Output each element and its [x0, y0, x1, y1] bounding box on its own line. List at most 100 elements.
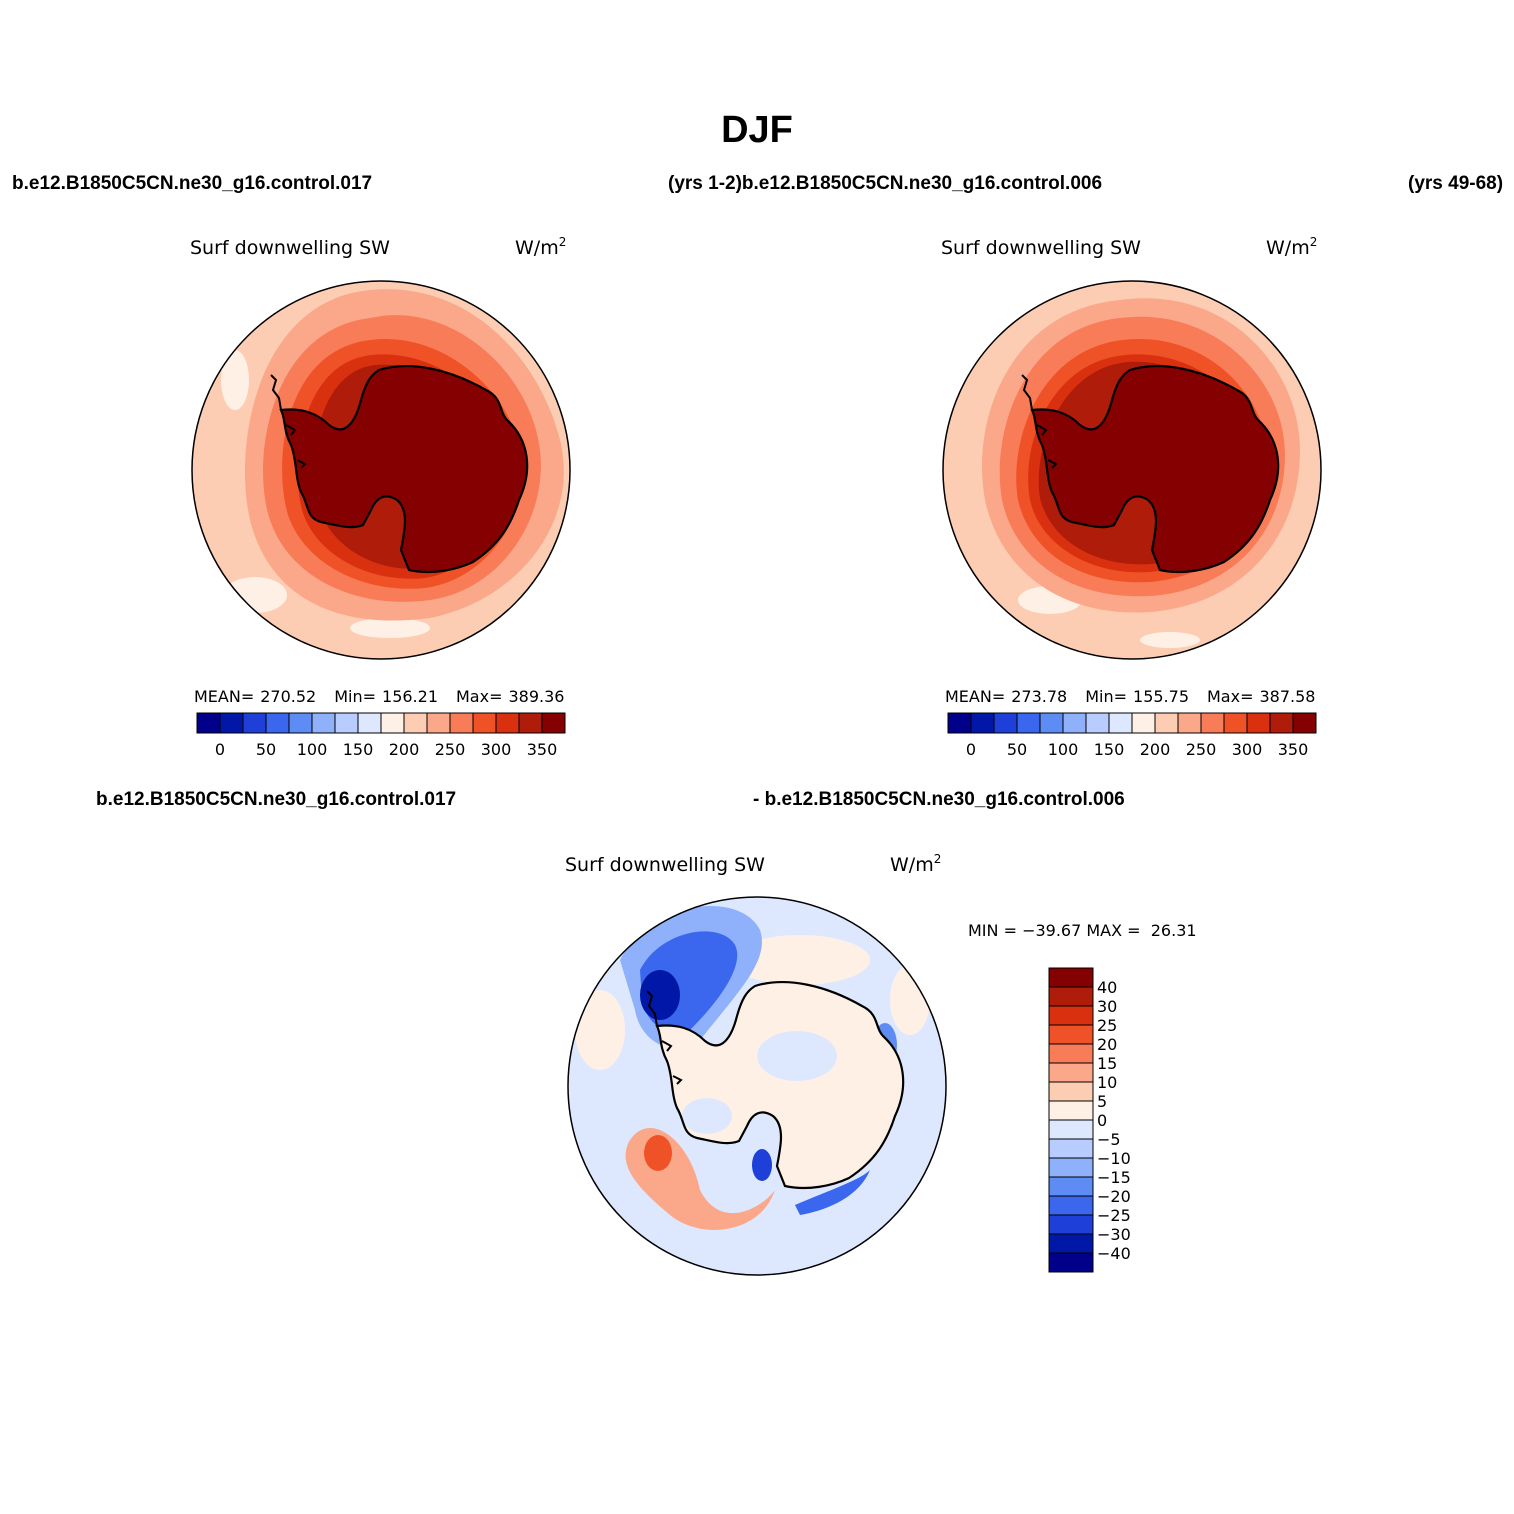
header-years-right: (yrs 49-68) [1408, 173, 1503, 194]
colorbar-swatch [196, 712, 221, 734]
colorbar-swatch [1108, 712, 1133, 734]
colorbar-swatch [265, 712, 290, 734]
colorbar-tick-label: 100 [1048, 740, 1079, 759]
panel-difference: Surf downwelling SW W/m2 MIN = −39 [565, 852, 1197, 1276]
colorbar-swatch [1048, 1233, 1094, 1254]
colorbar-swatch [541, 712, 566, 734]
panel-case1-units: W/m2 [515, 235, 566, 259]
diff-units: W/m2 [890, 852, 941, 876]
colorbar-swatch [472, 712, 497, 734]
panel-case1: Surf downwelling SW W/m2 MEAN= 270.52 Min=… [190, 235, 571, 759]
colorbar-swatch [1048, 1195, 1094, 1216]
header-case-mid: (yrs 1-2)b.e12.B1850C5CN.ne30_g16.contro… [668, 173, 1102, 194]
colorbar-swatch [1200, 712, 1225, 734]
colorbar-tick-label: −40 [1097, 1244, 1131, 1263]
colorbar-tick-label: 150 [1094, 740, 1125, 759]
colorbar-tick-label: −30 [1097, 1225, 1131, 1244]
colorbar-swatch [1131, 712, 1156, 734]
colorbar-tick-label: 25 [1097, 1016, 1117, 1035]
colorbar-tick-label: 40 [1097, 978, 1117, 997]
colorbar-tick-label: 250 [435, 740, 466, 759]
colorbar-swatch [449, 712, 474, 734]
colorbar-tick-label: 0 [215, 740, 225, 759]
colorbar-swatch [1048, 1119, 1094, 1140]
colorbar-swatch [1048, 1252, 1094, 1273]
colorbar-tick-label: 15 [1097, 1054, 1117, 1073]
colorbar-swatch [334, 712, 359, 734]
map-difference [568, 897, 946, 1275]
colorbar-tick-label: −5 [1097, 1130, 1121, 1149]
colorbar-swatch [1154, 712, 1179, 734]
colorbar-swatch [1048, 986, 1094, 1007]
colorbar-tick-label: 10 [1097, 1073, 1117, 1092]
colorbar-tick-label: 250 [1186, 740, 1217, 759]
diff-header-right: - b.e12.B1850C5CN.ne30_g16.control.006 [753, 789, 1125, 810]
colorbar-tick-label: 5 [1097, 1092, 1107, 1111]
colorbar-case1: 0 50 100 150 200 250 300 350 [196, 712, 566, 759]
header-case-left: b.e12.B1850C5CN.ne30_g16.control.017 [12, 173, 372, 194]
colorbar-tick-label: 0 [966, 740, 976, 759]
colorbar-swatch [970, 712, 995, 734]
colorbar-tick-label: −10 [1097, 1149, 1131, 1168]
panel-case1-stats: MEAN= 270.52 Min= 156.21 Max= 389.36 [194, 687, 564, 706]
diff-variable: Surf downwelling SW [565, 854, 765, 876]
colorbar-tick-label: 0 [1097, 1111, 1107, 1130]
colorbar-swatch [1048, 1176, 1094, 1197]
colorbar-swatch [518, 712, 543, 734]
colorbar-swatch [1048, 967, 1094, 988]
panel-case1-variable: Surf downwelling SW [190, 237, 390, 259]
colorbar-swatch [380, 712, 405, 734]
colorbar-swatch [1039, 712, 1064, 734]
colorbar-swatch [1048, 1062, 1094, 1083]
colorbar-swatch [288, 712, 313, 734]
colorbar-swatch [219, 712, 244, 734]
colorbar-tick-label: −25 [1097, 1206, 1131, 1225]
colorbar-swatch [1048, 1081, 1094, 1102]
colorbar-swatch [993, 712, 1018, 734]
colorbar-swatch [403, 712, 428, 734]
colorbar-swatch [947, 712, 972, 734]
colorbar-swatch [357, 712, 382, 734]
colorbar-swatch [1085, 712, 1110, 734]
colorbar-tick-label: 30 [1097, 997, 1117, 1016]
colorbar-tick-label: 200 [1140, 740, 1171, 759]
colorbar-swatch [1246, 712, 1271, 734]
panel-case2-variable: Surf downwelling SW [941, 237, 1141, 259]
colorbar-swatch [1269, 712, 1294, 734]
panel-case2-stats: MEAN= 273.78 Min= 155.75 Max= 387.58 [945, 687, 1315, 706]
colorbar-tick-label: 150 [343, 740, 374, 759]
colorbar-swatch [1048, 1043, 1094, 1064]
colorbar-swatch [1048, 1005, 1094, 1026]
colorbar-swatch [1048, 1100, 1094, 1121]
colorbar-swatch [1048, 1024, 1094, 1045]
colorbar-tick-label: −20 [1097, 1187, 1131, 1206]
colorbar-swatch [1177, 712, 1202, 734]
colorbar-swatch [311, 712, 336, 734]
panel-case2: Surf downwelling SW W/m2 MEAN= 273.78 Min=… [941, 235, 1322, 759]
colorbar-tick-label: 350 [1278, 740, 1309, 759]
diff-header-left: b.e12.B1850C5CN.ne30_g16.control.017 [96, 789, 456, 810]
colorbar-swatch [242, 712, 267, 734]
colorbar-tick-label: 300 [1232, 740, 1263, 759]
colorbar-tick-label: −15 [1097, 1168, 1131, 1187]
colorbar-swatch [495, 712, 520, 734]
colorbar-case2: 0 50 100 150 200 250 300 350 [947, 712, 1317, 759]
panel-case2-units: W/m2 [1266, 235, 1317, 259]
map-case1 [192, 281, 570, 659]
colorbar-swatch [1048, 1157, 1094, 1178]
colorbar-swatch [1048, 1138, 1094, 1159]
colorbar-swatch [426, 712, 451, 734]
colorbar-tick-label: 50 [1007, 740, 1027, 759]
colorbar-tick-label: 200 [389, 740, 420, 759]
colorbar-swatch [1048, 1214, 1094, 1235]
colorbar-swatch [1016, 712, 1041, 734]
colorbar-tick-label: 100 [297, 740, 328, 759]
colorbar-swatch [1062, 712, 1087, 734]
colorbar-tick-label: 300 [481, 740, 512, 759]
map-case2 [943, 281, 1321, 659]
colorbar-tick-label: 50 [256, 740, 276, 759]
colorbar-tick-label: 20 [1097, 1035, 1117, 1054]
